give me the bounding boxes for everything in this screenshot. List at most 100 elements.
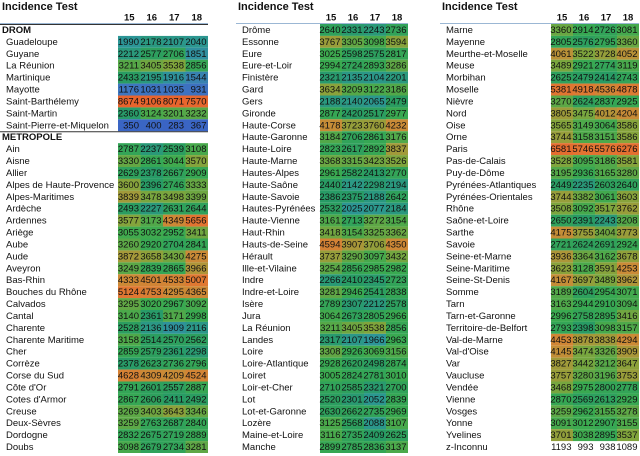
heat-cell bbox=[386, 238, 408, 251]
cell-value: 2861 bbox=[363, 132, 384, 143]
heat-cell bbox=[342, 226, 364, 239]
heat-cell bbox=[551, 47, 573, 60]
cell-value: 2673 bbox=[341, 311, 362, 322]
row-label: Saint-Martin bbox=[6, 108, 57, 119]
cell-value: 3295 bbox=[118, 299, 139, 310]
cell-value: 2136 bbox=[140, 323, 161, 334]
heat-cell bbox=[163, 226, 186, 239]
heat-cell bbox=[617, 250, 639, 263]
row-label: Martinique bbox=[6, 73, 50, 84]
cell-value: 2360 bbox=[118, 108, 139, 119]
cell-value: 2796 bbox=[185, 359, 206, 370]
heat-cell bbox=[163, 357, 186, 370]
cell-value: 2449 bbox=[550, 180, 571, 191]
cell-value: 3647 bbox=[616, 359, 637, 370]
cell-value: 4167 bbox=[550, 275, 571, 286]
cell-value: 4178 bbox=[319, 120, 340, 131]
cell-value: 2969 bbox=[385, 406, 406, 417]
heat-cell bbox=[573, 167, 595, 179]
heat-cell bbox=[118, 262, 141, 275]
heat-cell bbox=[386, 35, 408, 48]
heat-cell bbox=[573, 262, 595, 275]
heat-cell bbox=[595, 417, 617, 430]
row-label: Hautes-Alpes bbox=[242, 168, 299, 179]
heat-cell bbox=[185, 95, 208, 108]
heat-cell bbox=[118, 369, 141, 382]
cell-value: 3658 bbox=[140, 251, 161, 262]
cell-value: 3064 bbox=[319, 311, 340, 322]
row-label: Calvados bbox=[6, 299, 46, 310]
cell-value: 2836 bbox=[363, 442, 384, 453]
cell-value: 3432 bbox=[385, 251, 406, 262]
cell-value: 2606 bbox=[140, 394, 161, 405]
cell-value: 3838 bbox=[594, 335, 615, 346]
cell-value: 2321 bbox=[363, 382, 384, 393]
heat-cell bbox=[617, 107, 639, 120]
heat-cell bbox=[163, 321, 186, 334]
cell-value: 400 bbox=[146, 120, 162, 131]
row-label: Guyane bbox=[6, 49, 39, 60]
cell-value: 2726 bbox=[594, 25, 615, 36]
row-label: Vosges bbox=[446, 406, 477, 417]
heat-cell bbox=[595, 71, 617, 84]
heat-cell bbox=[342, 83, 364, 96]
row-label: Haute-Vienne bbox=[242, 216, 300, 227]
heat-cell bbox=[364, 262, 386, 275]
heat-cell bbox=[617, 190, 639, 203]
heat-cell bbox=[185, 381, 208, 394]
heat-cell bbox=[617, 71, 639, 84]
heat-cell bbox=[185, 226, 208, 239]
cell-value: 2691 bbox=[594, 239, 615, 250]
heat-cell bbox=[320, 178, 342, 191]
cell-value: 2805 bbox=[363, 311, 384, 322]
heat-cell bbox=[342, 321, 364, 334]
row-label: Doubs bbox=[6, 442, 34, 453]
cell-value: 931 bbox=[191, 85, 207, 96]
cell-value: 2301 bbox=[341, 394, 362, 405]
cell-value: 3474 bbox=[572, 347, 593, 358]
heat-cell bbox=[573, 131, 595, 144]
cell-value: 4253 bbox=[616, 263, 637, 274]
row-label: Essonne bbox=[242, 37, 279, 48]
heat-cell bbox=[342, 178, 364, 191]
heat-cell bbox=[386, 143, 408, 156]
cell-value: 2856 bbox=[341, 263, 362, 274]
cell-value: 3108 bbox=[185, 144, 206, 155]
heat-cell bbox=[185, 429, 208, 442]
heat-cell bbox=[163, 190, 186, 203]
cell-value: 2713 bbox=[341, 216, 362, 227]
cell-value: 2361 bbox=[140, 311, 161, 322]
cell-value: 283 bbox=[168, 120, 184, 131]
heat-cell bbox=[342, 95, 364, 108]
heat-cell bbox=[386, 107, 408, 120]
cell-value: 2188 bbox=[319, 96, 340, 107]
heat-cell bbox=[163, 381, 186, 394]
heat-cell bbox=[140, 274, 163, 287]
heat-cell bbox=[386, 178, 408, 191]
cell-value: 4536 bbox=[594, 85, 615, 96]
cell-value: 2856 bbox=[385, 323, 406, 334]
cell-value: 3315 bbox=[341, 156, 362, 167]
cell-value: 3280 bbox=[616, 168, 637, 179]
cell-value: 2640 bbox=[319, 25, 340, 36]
cell-value: 3161 bbox=[319, 216, 340, 227]
cell-value: 3071 bbox=[616, 287, 637, 298]
cell-value: 2874 bbox=[385, 359, 406, 370]
heat-cell bbox=[185, 119, 208, 132]
cell-value: 3643 bbox=[163, 406, 184, 417]
heat-cell bbox=[364, 83, 386, 96]
heat-cell bbox=[364, 405, 386, 418]
cell-value: 2706 bbox=[163, 49, 184, 60]
cell-value: 3330 bbox=[118, 156, 139, 167]
heat-cell bbox=[595, 298, 617, 310]
cell-value: 3281 bbox=[319, 287, 340, 298]
row-label: Allier bbox=[6, 168, 27, 179]
heat-cell bbox=[342, 119, 364, 132]
heat-cell bbox=[617, 119, 639, 132]
cell-value: 2856 bbox=[185, 61, 206, 72]
cell-value: 5656 bbox=[185, 216, 206, 227]
heat-cell bbox=[185, 155, 208, 167]
row-label: Drôme bbox=[242, 25, 271, 36]
cell-value: 2889 bbox=[185, 430, 206, 441]
cell-value: 3839 bbox=[118, 192, 139, 203]
